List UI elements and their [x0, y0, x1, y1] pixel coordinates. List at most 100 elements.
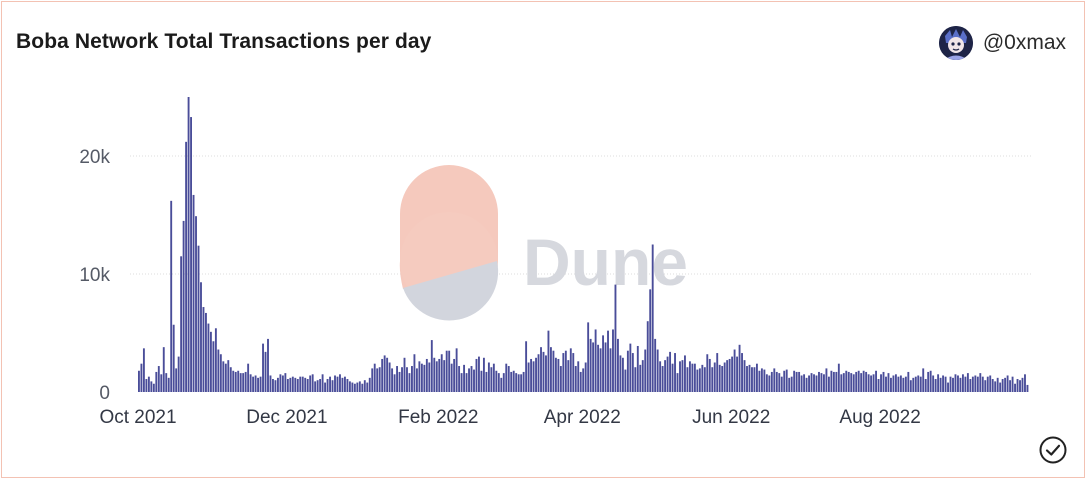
bar[interactable]: [693, 363, 696, 392]
bar[interactable]: [396, 366, 398, 392]
bar[interactable]: [527, 362, 530, 393]
bar[interactable]: [991, 379, 994, 392]
bar[interactable]: [994, 381, 997, 392]
bar[interactable]: [832, 371, 835, 392]
bar[interactable]: [671, 363, 674, 392]
bar[interactable]: [597, 344, 600, 392]
bar[interactable]: [904, 376, 907, 392]
bar[interactable]: [197, 245, 200, 392]
bar[interactable]: [929, 370, 932, 392]
bar[interactable]: [1024, 374, 1026, 392]
bar[interactable]: [751, 367, 753, 392]
bar[interactable]: [572, 353, 575, 392]
bar[interactable]: [922, 368, 925, 392]
bar[interactable]: [420, 363, 423, 392]
bar[interactable]: [942, 375, 945, 392]
bar[interactable]: [264, 351, 267, 392]
bar[interactable]: [770, 371, 773, 392]
bar[interactable]: [368, 377, 371, 392]
bar[interactable]: [649, 289, 652, 392]
bar[interactable]: [155, 371, 158, 392]
bar[interactable]: [512, 370, 515, 392]
bar[interactable]: [778, 373, 781, 392]
bar[interactable]: [823, 374, 825, 392]
bar[interactable]: [185, 141, 188, 392]
bar[interactable]: [284, 373, 287, 392]
bar[interactable]: [334, 375, 336, 392]
bar[interactable]: [458, 366, 461, 392]
bar[interactable]: [785, 369, 788, 392]
bar[interactable]: [418, 361, 421, 392]
bar[interactable]: [845, 370, 848, 392]
bar[interactable]: [540, 347, 542, 392]
bar[interactable]: [927, 371, 930, 392]
bar[interactable]: [659, 361, 662, 392]
bar[interactable]: [383, 355, 386, 392]
bar[interactable]: [433, 357, 436, 392]
bar[interactable]: [443, 360, 446, 392]
bar[interactable]: [882, 371, 885, 392]
bar[interactable]: [492, 363, 495, 392]
bar[interactable]: [919, 376, 922, 392]
bar[interactable]: [609, 348, 612, 392]
bar[interactable]: [406, 367, 408, 392]
bar[interactable]: [239, 373, 242, 392]
bar[interactable]: [726, 360, 729, 392]
bar[interactable]: [244, 371, 247, 392]
bar[interactable]: [961, 374, 964, 392]
bar[interactable]: [413, 354, 416, 392]
bar[interactable]: [932, 375, 935, 392]
bar[interactable]: [138, 370, 140, 392]
bar[interactable]: [944, 376, 947, 392]
bar[interactable]: [803, 374, 806, 392]
bar[interactable]: [505, 363, 508, 392]
bar[interactable]: [952, 377, 954, 392]
bar[interactable]: [582, 368, 585, 392]
bar[interactable]: [959, 377, 962, 392]
bar[interactable]: [870, 375, 873, 392]
bar[interactable]: [872, 374, 875, 392]
bar[interactable]: [780, 376, 783, 392]
bar[interactable]: [686, 367, 689, 392]
bar[interactable]: [344, 376, 346, 392]
bar[interactable]: [703, 367, 706, 392]
bar[interactable]: [818, 371, 820, 392]
bar[interactable]: [482, 357, 485, 392]
bar[interactable]: [294, 377, 297, 392]
bar[interactable]: [644, 349, 647, 392]
bar[interactable]: [438, 358, 441, 392]
bar[interactable]: [269, 375, 272, 392]
bar[interactable]: [408, 373, 411, 392]
bar[interactable]: [885, 376, 887, 392]
bar[interactable]: [361, 383, 364, 392]
bar[interactable]: [478, 356, 480, 392]
bar[interactable]: [346, 379, 349, 392]
bar[interactable]: [180, 256, 183, 392]
bar[interactable]: [257, 377, 260, 392]
bar[interactable]: [468, 368, 470, 392]
bar[interactable]: [917, 375, 920, 392]
bar[interactable]: [252, 376, 255, 392]
bar[interactable]: [830, 370, 833, 392]
bar[interactable]: [254, 375, 257, 392]
bar[interactable]: [435, 361, 438, 392]
bar[interactable]: [440, 354, 443, 392]
bar[interactable]: [353, 383, 356, 392]
bar[interactable]: [470, 366, 473, 392]
bar[interactable]: [319, 379, 322, 392]
bar[interactable]: [976, 376, 979, 392]
bar[interactable]: [746, 366, 748, 392]
bar[interactable]: [306, 379, 309, 392]
bar[interactable]: [559, 366, 562, 392]
bar[interactable]: [547, 330, 550, 392]
author-badge[interactable]: @0xmax: [938, 26, 1066, 60]
bar[interactable]: [681, 360, 684, 392]
bar[interactable]: [1004, 377, 1007, 392]
bar[interactable]: [564, 350, 567, 392]
bar[interactable]: [296, 379, 299, 392]
chart-title[interactable]: Boba Network Total Transactions per day: [16, 30, 432, 53]
bar[interactable]: [664, 360, 667, 392]
bar[interactable]: [537, 354, 540, 392]
bar[interactable]: [569, 348, 572, 392]
bar[interactable]: [1026, 384, 1029, 392]
